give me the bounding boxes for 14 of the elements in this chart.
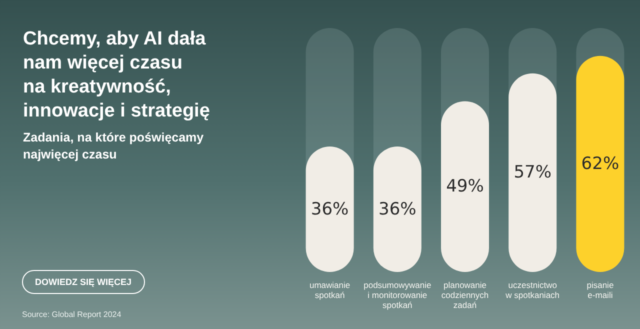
x-tick-label: pisanie e-maili <box>586 280 614 300</box>
x-tick-label: uczestnictwo w spotkaniach <box>504 280 560 300</box>
source-note: Source: Global Report 2024 <box>22 310 122 319</box>
x-tick-label: umawianie spotkań <box>309 280 350 300</box>
text: Chcemy, aby AI dała nam więcej czasu na kreatywność, innowacje i strategię <box>23 28 210 122</box>
x-tick-label: podsumowywanie i monitorowanie spotkań <box>364 280 432 310</box>
text: Zadania, na które poświęcamy najwięcej czasu <box>23 130 204 162</box>
data-label: 36% <box>310 199 349 220</box>
data-label: 36% <box>378 199 416 220</box>
data-label: 62% <box>581 154 620 174</box>
x-tick-label: planowanie codziennych zadań <box>441 280 489 310</box>
data-label: 57% <box>514 162 552 183</box>
data-label: 49% <box>446 176 484 197</box>
button: DOWIEDZ SIĘ WIĘCEJ <box>22 270 145 294</box>
